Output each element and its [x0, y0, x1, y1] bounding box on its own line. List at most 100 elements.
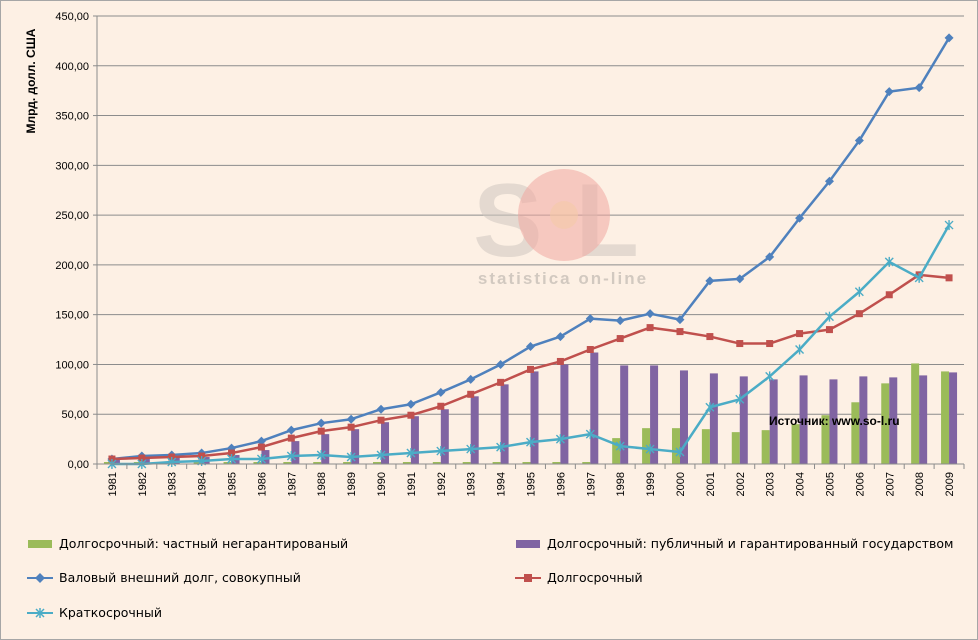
watermark-tagline: statistica on-line	[478, 269, 648, 288]
point-shortterm	[824, 311, 834, 322]
point-total-debt	[585, 314, 595, 324]
point-total-debt	[346, 414, 356, 424]
legend-label: Долгосрочный: частный негарантированый	[59, 536, 349, 551]
x-tick-label: 1997	[585, 472, 597, 496]
bar-public-longterm	[410, 416, 419, 464]
y-tick-label: 350,00	[55, 111, 89, 123]
point-shortterm	[884, 256, 894, 267]
point-longterm	[407, 411, 415, 419]
bar-private-longterm	[761, 430, 770, 464]
point-total-debt	[466, 374, 476, 384]
bar-private-longterm	[552, 462, 561, 464]
x-tick-label: 1995	[526, 472, 538, 496]
bar-public-longterm	[560, 364, 569, 464]
x-tick-label: 2006	[854, 472, 866, 496]
point-shortterm	[316, 450, 326, 461]
x-tick-label: 1993	[466, 472, 478, 496]
bar-private-longterm	[193, 462, 202, 464]
bar-private-longterm	[432, 462, 441, 464]
bar-private-longterm	[731, 432, 740, 464]
bar-public-longterm	[650, 365, 659, 464]
bar-private-longterm	[701, 429, 710, 464]
x-tick-label: 1994	[496, 472, 508, 496]
x-tick-label: 1983	[167, 472, 179, 496]
point-total-debt	[944, 33, 954, 43]
point-shortterm	[615, 441, 625, 452]
point-total-debt	[286, 425, 296, 435]
point-shortterm	[735, 394, 745, 405]
point-total-debt	[675, 315, 685, 325]
x-tick-label: 1987	[286, 472, 298, 496]
point-longterm	[556, 357, 564, 365]
bar-public-longterm	[799, 375, 808, 464]
bar-public-longterm	[620, 365, 629, 464]
bar-public-longterm	[111, 460, 120, 464]
x-tick-label: 1984	[197, 472, 209, 496]
point-shortterm	[346, 452, 356, 463]
bar-private-longterm	[402, 462, 411, 464]
x-tick-label: 1985	[227, 472, 239, 496]
bar-public-longterm	[381, 422, 390, 464]
legend-marker-square	[524, 573, 532, 582]
bar-public-longterm	[919, 375, 928, 464]
point-longterm	[527, 365, 534, 373]
bar-public-longterm	[679, 370, 688, 464]
point-total-debt	[436, 387, 446, 397]
x-tick-label: 2002	[735, 472, 747, 496]
point-shortterm	[256, 454, 266, 465]
x-tick-label: 2003	[765, 472, 777, 496]
point-total-debt	[884, 87, 894, 97]
point-longterm	[885, 291, 893, 299]
legend-swatch-private-longterm	[28, 539, 52, 548]
point-shortterm	[944, 220, 954, 231]
y-tick-label: 300,00	[55, 160, 89, 172]
point-total-debt	[795, 213, 805, 223]
point-longterm	[646, 324, 654, 332]
point-shortterm	[795, 344, 805, 355]
point-total-debt	[765, 252, 775, 262]
bar-public-longterm	[889, 377, 898, 464]
point-longterm	[138, 454, 146, 462]
y-tick-label: 450,00	[55, 11, 89, 23]
y-tick-label: 150,00	[55, 310, 89, 322]
point-total-debt	[615, 316, 625, 326]
x-tick-label: 1992	[436, 472, 448, 496]
bar-public-longterm	[500, 384, 509, 464]
y-tick-label: 400,00	[55, 61, 89, 73]
bar-public-longterm	[261, 450, 270, 464]
point-total-debt	[376, 404, 386, 414]
bar-public-longterm	[739, 376, 748, 464]
point-longterm	[796, 330, 804, 338]
point-total-debt	[316, 418, 326, 428]
point-longterm	[317, 427, 325, 435]
point-shortterm	[167, 457, 177, 468]
point-total-debt	[914, 83, 924, 93]
bar-public-longterm	[829, 379, 838, 464]
point-longterm	[497, 378, 505, 386]
point-shortterm	[286, 451, 296, 462]
point-longterm	[257, 443, 265, 451]
bar-private-longterm	[343, 462, 352, 464]
x-tick-label: 2009	[944, 472, 956, 496]
x-tick-label: 1982	[137, 472, 149, 496]
point-total-debt	[824, 176, 834, 186]
bar-private-longterm	[612, 438, 621, 464]
x-tick-label: 1988	[316, 472, 328, 496]
point-shortterm	[585, 429, 595, 440]
point-shortterm	[854, 286, 864, 297]
point-total-debt	[735, 274, 745, 284]
bar-public-longterm	[440, 409, 449, 464]
x-tick-label: 1986	[256, 472, 268, 496]
legend-item-private-longterm: Долгосрочный: частный негарантированый	[27, 536, 348, 551]
point-shortterm	[496, 442, 506, 453]
point-total-debt	[645, 309, 655, 319]
point-longterm	[467, 390, 475, 398]
bar-public-longterm	[709, 373, 718, 464]
point-longterm	[676, 328, 684, 336]
legend-swatch-public-longterm	[516, 539, 540, 548]
bar-private-longterm	[582, 462, 591, 464]
bar-private-longterm	[313, 462, 322, 464]
y-tick-label: 50,00	[61, 409, 89, 421]
watermark: S Lstatistica on-line	[473, 163, 648, 288]
bar-private-longterm	[881, 383, 890, 464]
